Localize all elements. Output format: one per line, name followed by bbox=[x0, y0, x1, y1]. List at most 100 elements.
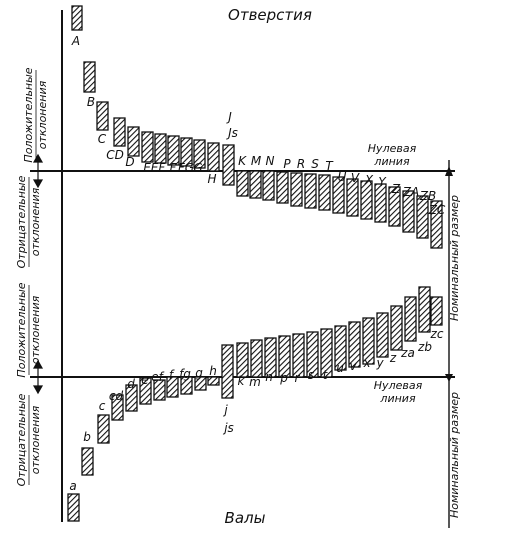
shaft-field-m bbox=[250, 339, 263, 378]
hole-field-b bbox=[83, 61, 96, 93]
shaft-label-y: y bbox=[375, 356, 384, 370]
holes-negative-label: Отрицательные отклонения bbox=[15, 175, 42, 268]
shaft-label-z: z bbox=[389, 351, 397, 365]
shaft-field-zb bbox=[418, 286, 431, 333]
shaft-field-s bbox=[306, 331, 319, 378]
hole-field-za bbox=[402, 190, 415, 233]
svg-text:Положительные: Положительные bbox=[22, 67, 35, 162]
svg-text:линия: линия bbox=[373, 155, 410, 168]
hole-field-zb bbox=[416, 195, 429, 239]
shaft-field-r bbox=[292, 333, 305, 378]
hole-label-d: D bbox=[125, 155, 134, 169]
hole-label-g: G bbox=[193, 161, 202, 175]
shaft-field-k bbox=[236, 342, 249, 378]
shaft-field-j bbox=[221, 344, 234, 399]
shafts-title: Валы bbox=[225, 509, 266, 527]
hole-field-j bbox=[222, 144, 235, 186]
hole-label-f: F bbox=[170, 161, 178, 175]
hole-field-ef bbox=[154, 133, 167, 164]
shaft-label-zc: zc bbox=[430, 327, 444, 341]
shaft-label-za: za bbox=[400, 346, 415, 360]
shafts-negative-label: Отрицательные отклонения bbox=[15, 393, 42, 486]
hole-label-m: M bbox=[251, 154, 262, 168]
hole-field-t bbox=[318, 174, 331, 211]
hole-label-x: X bbox=[364, 173, 374, 187]
svg-text:отклонения: отклонения bbox=[29, 187, 42, 256]
shaft-label-e: e bbox=[141, 373, 148, 387]
shaft-label-cd: cd bbox=[109, 389, 124, 403]
svg-text:отклонения: отклонения bbox=[29, 405, 42, 474]
shaft-label-m: m bbox=[249, 375, 261, 389]
shaft-label-d: d bbox=[127, 377, 135, 391]
shaft-field-c bbox=[97, 414, 110, 444]
shaft-field-ef bbox=[153, 379, 166, 401]
shaft-field-h bbox=[207, 376, 220, 386]
hole-field-u bbox=[332, 176, 345, 214]
hole-label-s: S bbox=[311, 157, 319, 171]
svg-text:Нулевая: Нулевая bbox=[374, 379, 423, 392]
shafts-positive-label: Положительные отклонения bbox=[15, 282, 42, 377]
hole-field-cd bbox=[113, 117, 126, 147]
shaft-label-h: h bbox=[209, 364, 217, 378]
nominal-size-label-top: Номинальный размер bbox=[448, 195, 461, 321]
shaft-label-js: js bbox=[222, 421, 234, 435]
shaft-field-b bbox=[81, 447, 94, 476]
shaft-label-b: b bbox=[83, 430, 91, 444]
shaft-field-cd bbox=[111, 394, 124, 421]
shaft-label-a: a bbox=[69, 479, 76, 493]
shaft-field-a bbox=[67, 493, 80, 522]
shaft-label-s: s bbox=[308, 368, 314, 382]
svg-text:Положительные: Положительные bbox=[15, 282, 28, 377]
hole-field-zc bbox=[430, 200, 443, 249]
shaft-field-zc bbox=[430, 296, 443, 326]
hole-label-r: R bbox=[297, 157, 305, 171]
hole-field-z bbox=[388, 186, 401, 227]
hole-field-a bbox=[71, 5, 83, 31]
shaft-label-p: p bbox=[279, 371, 288, 385]
shaft-label-g: g bbox=[195, 366, 203, 380]
shaft-field-x bbox=[362, 317, 375, 365]
shaft-field-z bbox=[390, 305, 403, 351]
hole-field-v bbox=[346, 178, 359, 217]
hole-label-j: J bbox=[226, 110, 232, 124]
hole-label-ef: EF bbox=[151, 161, 167, 175]
shaft-label-ef: ef bbox=[151, 370, 164, 384]
shaft-label-r: r bbox=[295, 371, 301, 385]
shaft-field-v bbox=[348, 321, 361, 368]
hole-field-c bbox=[96, 101, 109, 131]
hole-label-v: V bbox=[351, 171, 360, 185]
shaft-label-j: j bbox=[222, 403, 228, 417]
svg-text:линия: линия bbox=[379, 392, 416, 405]
hole-label-n: N bbox=[266, 154, 275, 168]
shaft-label-t: t bbox=[323, 368, 329, 382]
hole-label-c: C bbox=[98, 132, 107, 146]
hole-label-zb: ZB bbox=[419, 189, 436, 203]
shafts-zero-line-caption: Нулевая линия bbox=[374, 379, 423, 405]
nominal-size-arrow bbox=[445, 166, 453, 382]
shafts-zero-arrows bbox=[32, 359, 44, 395]
shaft-label-c: c bbox=[99, 399, 106, 413]
hole-label-cd: CD bbox=[106, 148, 124, 162]
shaft-label-x: x bbox=[362, 356, 371, 370]
holes-title: Отверстия bbox=[228, 6, 312, 24]
shaft-field-f bbox=[166, 376, 179, 398]
shaft-field-t bbox=[320, 328, 333, 378]
hole-field-h bbox=[207, 142, 220, 172]
hole-field-y bbox=[374, 183, 387, 223]
holes-positive-label: Положительные отклонения bbox=[22, 67, 49, 162]
shaft-field-g bbox=[194, 376, 207, 391]
hole-label-z: Z bbox=[391, 182, 401, 196]
hole-label-fg: FG bbox=[178, 161, 194, 175]
shaft-field-e bbox=[139, 377, 152, 405]
shaft-field-d bbox=[125, 384, 138, 412]
svg-text:отклонения: отклонения bbox=[36, 80, 49, 149]
hole-label-b: B bbox=[87, 95, 95, 109]
holes-zero-line-caption: Нулевая линия bbox=[368, 142, 417, 168]
hole-field-k bbox=[236, 170, 249, 197]
hole-field-d bbox=[127, 126, 140, 157]
hole-label-p: P bbox=[283, 157, 291, 171]
hole-label-e: E bbox=[143, 161, 151, 175]
shaft-label-u: u bbox=[336, 361, 344, 375]
